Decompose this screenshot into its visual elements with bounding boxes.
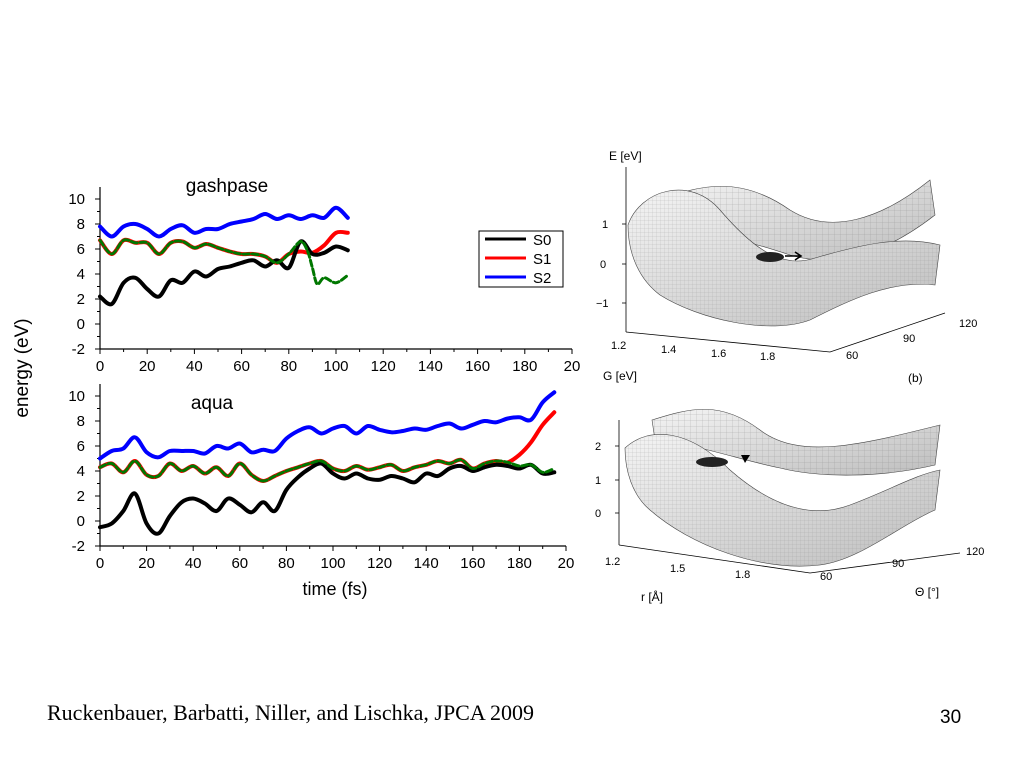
aqua-x-tick-label: 80 bbox=[278, 555, 295, 572]
citation: Ruckenbauer, Barbatti, Niller, and Lisch… bbox=[47, 700, 535, 725]
gasphase-x-tick-label: 120 bbox=[371, 358, 396, 375]
bottom-z-tick-label: 0 bbox=[595, 508, 601, 520]
gasphase-series bbox=[98, 205, 350, 307]
bottom-z-tick-label: 1 bbox=[595, 475, 601, 487]
top-z-tick-label: −1 bbox=[596, 298, 609, 310]
gasphase-x-tick-label: 160 bbox=[465, 358, 490, 375]
gasphase-x-tick-label: 20 bbox=[564, 358, 581, 375]
bottom-z-tick-label: 2 bbox=[595, 441, 601, 453]
bottom-theta-tick-label: 120 bbox=[966, 546, 984, 558]
top-theta-tick-label: 90 bbox=[903, 333, 915, 345]
gasphase-x-tick-label: 20 bbox=[139, 358, 156, 375]
surface-plot-top: E [eV] 1 0 −1 1.2 1.4 1.6 1.8 60 90 120 … bbox=[596, 149, 977, 385]
gasphase-y-tick-label: 0 bbox=[77, 316, 85, 333]
top-lower-surface-mesh bbox=[628, 190, 940, 326]
top-theta-tick-label: 60 bbox=[846, 350, 858, 362]
aqua-chart-title: aqua bbox=[191, 393, 234, 414]
aqua-y-tick-label: 2 bbox=[77, 488, 85, 505]
aqua-y-tick-label: 10 bbox=[68, 388, 85, 405]
top-g-label: G [eV] bbox=[603, 369, 637, 383]
top-base-axes bbox=[625, 312, 946, 353]
gasphase-y-tick-label: 10 bbox=[68, 191, 85, 208]
top-upper-surface-mesh bbox=[660, 180, 935, 261]
gasphase-series-s2 bbox=[98, 205, 350, 239]
aqua-x-tick-label: 60 bbox=[231, 555, 248, 572]
top-r-tick-label: 1.2 bbox=[611, 340, 626, 352]
page-number: 30 bbox=[940, 707, 962, 728]
top-theta-tick-label: 120 bbox=[959, 318, 977, 330]
energy-axis-label: energy (eV) bbox=[12, 318, 33, 417]
top-r-tick-label: 1.8 bbox=[760, 351, 775, 363]
gasphase-x-tick-label: 140 bbox=[418, 358, 443, 375]
legend-label-s1: S1 bbox=[533, 251, 551, 268]
legend: S0 S1 S2 bbox=[478, 230, 564, 288]
top-z-tick-label: 1 bbox=[602, 219, 608, 231]
aqua-x-tick-label: 40 bbox=[185, 555, 202, 572]
aqua-y-tick-label: -2 bbox=[72, 538, 85, 555]
gasphase-y-tick-label: 4 bbox=[77, 266, 85, 283]
aqua-series-s0 bbox=[98, 461, 557, 536]
bottom-lower-surface-mesh bbox=[625, 434, 940, 567]
gasphase-x-tick-label: 100 bbox=[323, 358, 348, 375]
bottom-marker-icon bbox=[741, 455, 750, 463]
aqua-x-tick-label: 20 bbox=[558, 555, 575, 572]
gasphase-x-tick-label: 180 bbox=[512, 358, 537, 375]
bottom-r-axis-label: r [Å] bbox=[641, 589, 663, 604]
bottom-theta-axis-label: Θ [°] bbox=[915, 585, 939, 599]
legend-label-s0: S0 bbox=[533, 232, 551, 249]
bottom-r-tick-label: 1.8 bbox=[735, 569, 750, 581]
aqua-series bbox=[98, 390, 557, 536]
bottom-upper-surface-mesh bbox=[652, 409, 940, 476]
bottom-theta-tick-label: 90 bbox=[892, 558, 904, 570]
gasphase-x-tick-label: 60 bbox=[233, 358, 250, 375]
top-panel-label: (b) bbox=[908, 371, 923, 385]
gasphase-x-tick-label: 40 bbox=[186, 358, 203, 375]
legend-label-s2: S2 bbox=[533, 270, 551, 287]
gasphase-y-tick-label: 8 bbox=[77, 216, 85, 233]
bottom-r-tick-label: 1.5 bbox=[670, 563, 685, 575]
top-minimum-region bbox=[756, 252, 784, 262]
time-axis-label: time (fs) bbox=[303, 579, 368, 599]
aqua-x-tick-label: 0 bbox=[96, 555, 104, 572]
top-r-tick-label: 1.4 bbox=[661, 344, 676, 356]
gasphase-y-tick-label: -2 bbox=[72, 341, 85, 358]
gasphase-active-state-line bbox=[98, 238, 350, 286]
aqua-x-tick-label: 120 bbox=[367, 555, 392, 572]
top-path-arrow-icon bbox=[785, 251, 803, 261]
aqua-active-state-line bbox=[98, 458, 556, 483]
top-energy-axis-label: E [eV] bbox=[609, 149, 642, 163]
gasphase-x-tick-label: 0 bbox=[96, 358, 104, 375]
aqua-x-tick-label: 180 bbox=[507, 555, 532, 572]
aqua-x-tick-label: 160 bbox=[460, 555, 485, 572]
gasphase-x-tick-label: 80 bbox=[280, 358, 297, 375]
gasphase-chart-title: gashpase bbox=[186, 176, 268, 197]
aqua-y-tick-label: 0 bbox=[77, 513, 85, 530]
gasphase-y-tick-label: 6 bbox=[77, 241, 85, 258]
top-r-tick-label: 1.6 bbox=[711, 348, 726, 360]
aqua-series-s2 bbox=[98, 390, 557, 461]
aqua-x-tick-label: 100 bbox=[320, 555, 345, 572]
gasphase-y-tick-label: 2 bbox=[77, 291, 85, 308]
aqua-x-tick-label: 140 bbox=[414, 555, 439, 572]
bottom-base-axes bbox=[618, 544, 961, 574]
aqua-x-tick-label: 20 bbox=[138, 555, 155, 572]
bottom-minimum-region bbox=[696, 457, 728, 467]
aqua-y-tick-label: 6 bbox=[77, 438, 85, 455]
bottom-theta-tick-label: 60 bbox=[820, 571, 832, 583]
top-z-tick-label: 0 bbox=[600, 259, 606, 271]
aqua-y-tick-label: 4 bbox=[77, 463, 85, 480]
aqua-y-tick-label: 8 bbox=[77, 413, 85, 430]
surface-plot-bottom: 2 1 0 1.2 1.5 1.8 60 90 120 r [Å] Θ [°] bbox=[595, 409, 984, 604]
bottom-r-tick-label: 1.2 bbox=[605, 556, 620, 568]
